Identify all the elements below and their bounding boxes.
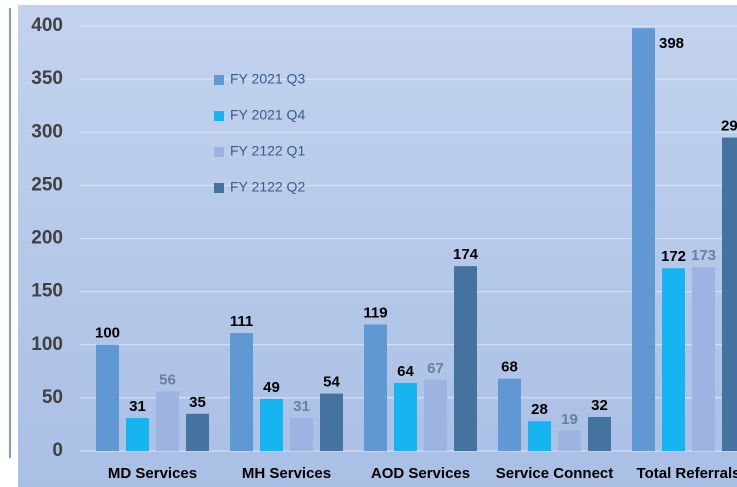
value-label: 100 [95,325,120,342]
legend-swatch [214,147,224,157]
x-tick-label: MH Services [242,465,331,482]
y-tick-label: 150 [31,281,63,302]
bar [454,266,477,451]
y-tick-label: 50 [42,387,63,408]
value-label: 19 [561,411,578,428]
value-label: 35 [189,394,206,411]
bar [320,393,343,451]
legend-label: FY 2021 Q3 [230,71,305,87]
legend-swatch [214,75,224,85]
x-tick-label: Service Connect [496,465,614,482]
value-label: 295 [721,118,737,135]
legend-label: FY 2122 Q2 [230,179,305,195]
y-tick-label: 350 [31,68,63,89]
value-label: 173 [691,247,716,264]
bar [424,379,447,451]
bar [156,391,179,451]
value-label: 174 [453,246,479,263]
value-label: 111 [230,313,253,330]
y-tick-label: 300 [31,121,63,142]
bar [230,333,253,451]
value-label: 28 [531,401,548,418]
x-tick-label: AOD Services [371,465,470,482]
value-label: 172 [661,248,686,265]
value-label: 119 [363,305,387,322]
bar [498,378,521,451]
y-tick-label: 200 [31,228,63,249]
value-label: 32 [591,397,608,414]
value-label: 67 [427,360,444,377]
y-tick-label: 250 [31,174,63,195]
value-label: 68 [501,359,518,376]
value-label: 49 [263,379,280,396]
x-tick-label: Total Referrals [637,465,737,482]
value-label: 64 [397,363,414,380]
bar [662,268,685,451]
legend-swatch [214,183,224,193]
y-tick-label: 0 [52,440,63,461]
y-tick-label: 400 [31,15,63,36]
bar [722,137,737,451]
x-tick-label: MD Services [108,465,197,482]
value-label: 31 [293,398,310,415]
bar [692,267,715,451]
bar [558,430,581,451]
bar [96,344,119,451]
y-tick-label: 100 [31,334,63,355]
bar [528,421,551,451]
value-label: 398 [659,35,684,52]
bar [186,413,209,451]
legend-swatch [214,111,224,121]
legend-label: FY 2122 Q1 [230,143,305,159]
bar [260,398,283,451]
bar [588,417,611,451]
bar [290,418,313,451]
bar [364,324,387,451]
bar [126,418,149,451]
value-label: 54 [323,374,340,391]
legend-label: FY 2021 Q4 [230,107,305,123]
bar [394,383,417,451]
bar [632,28,655,451]
value-label: 56 [159,371,176,388]
value-label: 31 [129,398,146,415]
